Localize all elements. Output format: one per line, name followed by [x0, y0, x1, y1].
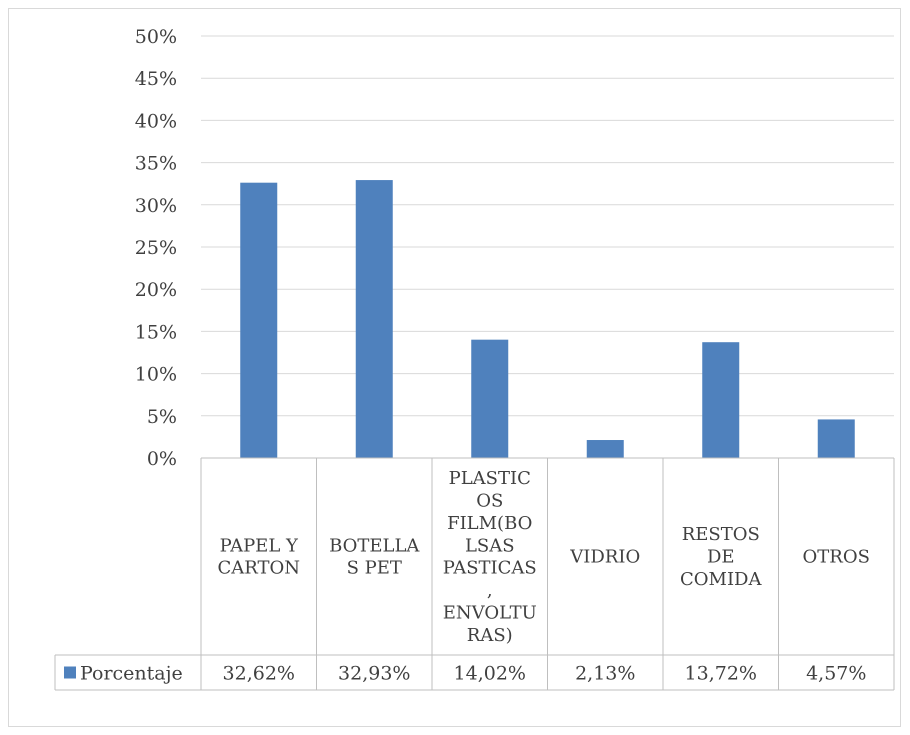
x-category-label: RAS) — [467, 625, 513, 646]
bar — [240, 182, 278, 458]
data-label: 32,62% — [223, 663, 295, 685]
data-label: 2,13% — [575, 663, 635, 685]
y-tick-label: 50% — [135, 26, 177, 48]
y-tick-label: 5% — [147, 406, 177, 428]
data-label: 13,72% — [685, 663, 757, 685]
y-tick-label: 45% — [135, 68, 177, 90]
x-category-label: PASTICAS — [443, 558, 537, 579]
x-category-label: VIDRIO — [569, 547, 640, 568]
y-tick-label: 25% — [135, 237, 177, 259]
x-category-label: OS — [476, 491, 503, 512]
y-tick-label: 30% — [135, 195, 177, 217]
chart-frame — [8, 8, 901, 727]
x-category-label: CARTON — [217, 558, 300, 579]
x-category-label: RESTOS — [682, 524, 760, 545]
bar — [471, 339, 509, 458]
y-tick-label: 15% — [135, 321, 177, 343]
y-tick-label: 0% — [147, 448, 177, 470]
x-category-label: LSAS — [465, 535, 515, 556]
x-category-label: PLASTIC — [449, 468, 531, 489]
x-category-label: COMIDA — [680, 569, 763, 590]
bar — [355, 180, 393, 458]
x-category-label: DE — [707, 547, 735, 568]
bar — [702, 342, 740, 458]
y-tick-label: 20% — [135, 279, 177, 301]
x-category-label: PAPEL Y — [220, 535, 299, 556]
x-category-label: OTROS — [803, 547, 870, 568]
y-tick-label: 10% — [135, 364, 177, 386]
data-label: 4,57% — [806, 663, 866, 685]
x-category-label: BOTELLA — [329, 535, 420, 556]
bar — [817, 419, 855, 458]
x-category-label: S PET — [347, 558, 402, 579]
data-label: 14,02% — [454, 663, 526, 685]
data-label: 32,93% — [338, 663, 410, 685]
bar — [586, 440, 624, 458]
legend-swatch — [64, 666, 76, 679]
x-category-label: FILM(BO — [447, 513, 532, 534]
x-category-label: , — [487, 580, 493, 601]
legend-label: Porcentaje — [80, 663, 183, 685]
y-tick-label: 35% — [135, 153, 177, 175]
y-tick-label: 40% — [135, 110, 177, 132]
x-category-label: ENVOLTU — [443, 603, 537, 624]
